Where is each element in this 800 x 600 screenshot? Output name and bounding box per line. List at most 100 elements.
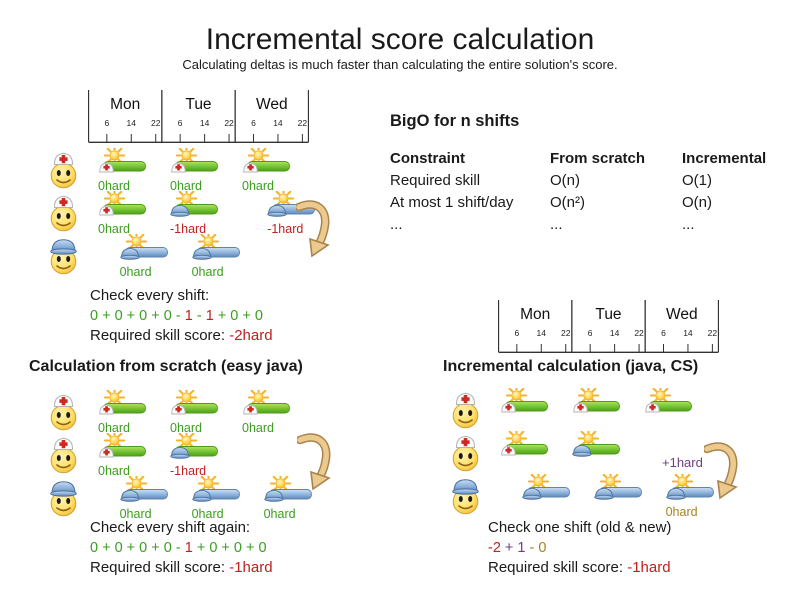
nurse-employee-icon (46, 149, 81, 189)
shift-score-label: -1hard (170, 464, 207, 478)
sun-icon (527, 470, 549, 493)
bigo-cell: O(n) (682, 194, 712, 211)
timeline-hour-label: 14 (683, 328, 693, 338)
sun-icon (197, 472, 219, 495)
score-line: Required skill score: -1hard (488, 558, 671, 578)
timeline-day-label: Wed (666, 306, 698, 323)
nurse-cap-icon (455, 392, 476, 405)
timeline-hour-label: 14 (273, 118, 283, 128)
shift-score-label: 0hard (242, 179, 274, 193)
hard-hat-icon (191, 248, 212, 260)
score-label: Required skill score: (90, 559, 230, 576)
timeline-hour-label: 14 (127, 118, 137, 128)
shift-green-bar-nurse-hat (500, 427, 556, 463)
shift-green-bar-nurse-hat: 0hard (98, 187, 154, 236)
score-value: -1hard (229, 559, 273, 576)
sum-token: 0 + 0 + 0 + 0 - (90, 308, 185, 324)
hard-hat-icon (593, 488, 614, 500)
sun-icon (175, 386, 198, 409)
shift-blue-bar-blue-hat: 0hard (191, 472, 248, 521)
score-label: Required skill score: (488, 559, 628, 576)
timeline-hour-label: 6 (104, 118, 109, 128)
shift-green-bar-nurse-hat: 0hard (98, 144, 154, 193)
shift-green-bar-blue-hat (572, 427, 628, 463)
shift-score-label: 0hard (119, 265, 152, 279)
nurse-cap-icon (455, 435, 476, 448)
hard-hat-icon (665, 488, 686, 500)
shift-score-label: 0hard (191, 507, 224, 521)
timeline-hour-label: 22 (634, 328, 644, 338)
check-block-every-shift-again: Check every shift again: 0 + 0 + 0 + 0 -… (90, 518, 273, 578)
nurse-employee-icon (46, 391, 81, 431)
diagram-row: 0hard -1hard (46, 429, 381, 478)
bigo-column-header: Incremental (682, 150, 767, 167)
shift-green-bar-blue-hat: -1hard (170, 187, 226, 236)
hard-hat-icon (50, 239, 77, 255)
diagram-row: 0hard (448, 470, 783, 519)
shift-score-label: 0hard (119, 507, 152, 521)
move-shift-arrow (294, 200, 330, 258)
diagram-incremental: 0hard (448, 384, 783, 523)
score-label: Required skill score: (90, 327, 230, 344)
sum-token: -2 (488, 540, 501, 556)
bigo-table: Constraint From scratch Incremental Require… (390, 148, 797, 236)
timeline-hour-label: 22 (708, 328, 718, 338)
sum-token: 1 (205, 308, 214, 324)
timeline-hour-label: 14 (200, 118, 210, 128)
shift-score-label: 0hard (170, 421, 202, 435)
sum-token: + 0 + 0 (213, 308, 263, 324)
score-sum: 0 + 0 + 0 + 0 - 1 + 0 + 0 + 0 (90, 538, 273, 558)
shift-blue-bar-blue-hat: 0hard (119, 230, 176, 279)
timeline-top-left: Mon 6 14 22 Tue 6 14 22 Wed 6 14 22 (87, 89, 310, 143)
timeline-hour-label: 6 (514, 328, 519, 338)
sum-token: 1 (184, 308, 193, 324)
sum-token: 0 + 0 + 0 + 0 - (90, 540, 185, 556)
check-title: Check every shift again: (90, 519, 251, 536)
sun-icon (599, 470, 621, 493)
shift-score-label: 0hard (191, 265, 224, 279)
bigo-cell: O(1) (682, 172, 712, 189)
score-sum: -2 + 1 - 0 (488, 538, 671, 558)
shift-score-label: -1hard (170, 222, 207, 236)
nurse-cap-icon (243, 162, 258, 173)
nurse-cap-icon (501, 445, 516, 456)
timeline-hour-label: 6 (588, 328, 593, 338)
shift-green-bar-nurse-hat (644, 384, 700, 420)
sun-icon (577, 384, 600, 407)
nurse-employee-icon (46, 192, 81, 232)
nurse-employee-icon (448, 432, 483, 472)
hard-hat-icon (119, 490, 140, 502)
timeline-hour-label: 22 (298, 118, 308, 128)
hard-hat-icon (50, 481, 77, 497)
shift-blue-bar-blue-hat (521, 470, 578, 506)
delta-annotation: +1hard (662, 455, 703, 470)
check-block-every-shift: Check every shift: 0 + 0 + 0 + 0 - 1 - 1… (90, 286, 273, 346)
shift-blue-bar-blue-hat: 0hard (263, 472, 320, 521)
diagram-row: 0hard 0hard (46, 230, 381, 279)
shift-blue-bar-blue-hat: 0hard (665, 470, 722, 519)
sum-token: + 1 (500, 540, 526, 556)
timeline-hour-label: 22 (224, 118, 234, 128)
slide-title: Incremental score calculation (205, 23, 595, 56)
shift-green-bar-nurse-hat: 0hard (98, 386, 154, 435)
diagram-row: 0hard 0hard 0hard (46, 144, 381, 193)
check-title: Check one shift (old & new) (488, 519, 672, 536)
shift-score-label: 0hard (263, 507, 296, 521)
shift-score-label: 0hard (98, 179, 130, 193)
move-shift-arrow (295, 433, 331, 491)
bigo-cell: O(n) (550, 172, 580, 189)
hard-hat-icon (191, 490, 212, 502)
timeline-hour-label: 22 (561, 328, 571, 338)
slide-subtitle: Calculating deltas is much faster than c… (182, 57, 618, 72)
bigo-cell: Required skill (390, 172, 481, 189)
score-line: Required skill score: -1hard (90, 558, 273, 578)
timeline-hour-label: 14 (610, 328, 620, 338)
bigo-cell: ... (550, 216, 563, 233)
builder-employee-icon (448, 475, 483, 515)
nurse-cap-icon (53, 195, 74, 208)
nurse-cap-icon (573, 402, 588, 413)
hard-hat-icon (170, 205, 190, 217)
nurse-cap-icon (501, 402, 516, 413)
